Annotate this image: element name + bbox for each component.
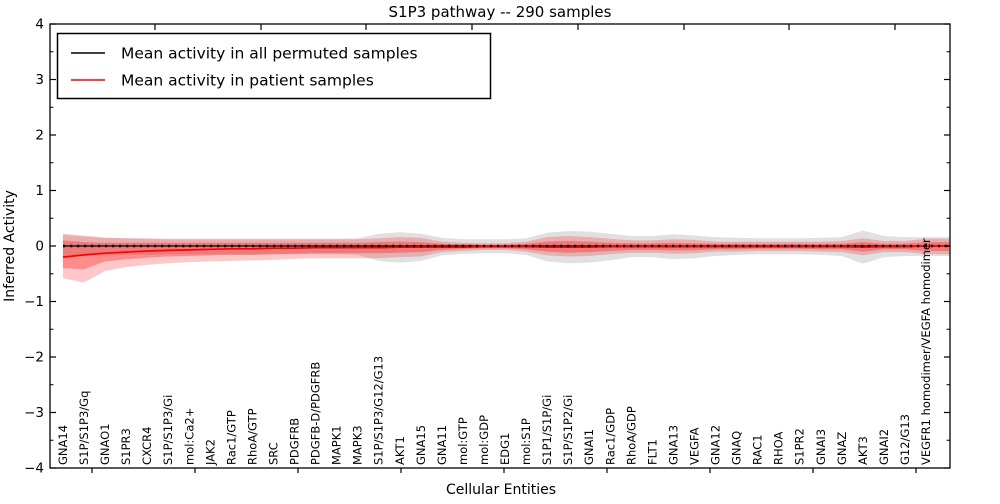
x-category-label: VEGFR1 homodimer/VEGFA homodimer xyxy=(919,238,933,465)
x-category-label: mol:S1P xyxy=(519,418,533,465)
legend-label-patient: Mean activity in patient samples xyxy=(121,72,374,90)
x-category-label: EDG1 xyxy=(498,433,512,465)
x-category-label: PDGFB-D/PDGFRB xyxy=(309,362,323,465)
legend: Mean activity in all permuted samples Me… xyxy=(56,32,492,100)
x-category-label: RhoA/GDP xyxy=(624,406,638,465)
x-category-label: S1PR3 xyxy=(119,428,133,465)
x-category-label: GNA14 xyxy=(56,425,70,465)
x-category-label: VEGFA xyxy=(688,427,702,465)
confidence-bands xyxy=(63,230,950,283)
y-tick-label: −3 xyxy=(24,405,44,421)
axis-ticks xyxy=(50,23,950,473)
x-category-label: S1PR2 xyxy=(793,428,807,465)
x-category-label: GNA11 xyxy=(435,425,449,465)
y-axis-label: Inferred Activity xyxy=(2,190,18,302)
chart-title: S1P3 pathway -- 290 samples xyxy=(389,3,612,21)
x-category-label: GNAI2 xyxy=(877,429,891,465)
x-category-label: S1P/S1P3/Gq xyxy=(77,391,91,465)
x-category-label: S1P/S1P3/Gi xyxy=(161,395,175,465)
x-category-label: GNAO1 xyxy=(98,423,112,465)
x-category-label: mol:Ca2+ xyxy=(182,408,196,465)
x-category-label: GNA15 xyxy=(414,425,428,465)
x-category-label: RHOA xyxy=(772,432,786,465)
x-category-label: FLT1 xyxy=(645,439,659,465)
x-category-labels: GNA14 S1P/S1P3/Gq GNAO1 S1PR3 CXCR4 S1P/S1P3/… xyxy=(56,238,933,466)
y-tick-label: 2 xyxy=(35,128,44,144)
x-category-label: S1P/S1P3/G12/G13 xyxy=(372,356,386,465)
x-category-label: Rac1/GDP xyxy=(603,408,617,465)
x-axis-label: Cellular Entities xyxy=(446,482,556,498)
y-tick-label: −4 xyxy=(24,461,44,477)
x-category-label: MAPK1 xyxy=(330,425,344,465)
x-category-label: GNAQ xyxy=(730,431,744,465)
y-tick-label: −2 xyxy=(24,350,44,366)
x-category-label: S1P1/S1P/Gi xyxy=(540,395,554,465)
x-category-label: RAC1 xyxy=(751,434,765,465)
x-category-label: CXCR4 xyxy=(140,427,154,465)
y-tick-label: 1 xyxy=(35,183,44,199)
y-tick-label: 3 xyxy=(35,72,44,88)
x-category-label: mol:GDP xyxy=(477,415,491,465)
x-category-label: S1P/S1P2/Gi xyxy=(561,395,575,465)
x-category-label: GNA12 xyxy=(709,425,723,465)
x-category-label: PDGFRB xyxy=(288,418,302,465)
x-category-label: SRC xyxy=(267,442,281,465)
legend-label-permuted: Mean activity in all permuted samples xyxy=(121,45,418,63)
x-category-label: MAPK3 xyxy=(351,425,365,465)
y-tick-label: 4 xyxy=(35,17,44,33)
y-tick-label: −1 xyxy=(24,294,44,310)
x-category-label: GNAI1 xyxy=(582,429,596,465)
legend-box xyxy=(56,32,492,100)
x-category-label: GNAI3 xyxy=(814,429,828,465)
y-tick-label: 0 xyxy=(35,239,44,255)
x-category-label: GNA13 xyxy=(666,425,680,465)
x-category-label: GNAZ xyxy=(835,432,849,465)
x-category-label: AKT1 xyxy=(393,436,407,465)
y-tick-labels: 4 3 2 1 0 −1 −2 −3 −4 xyxy=(24,17,44,477)
x-category-label: RhoA/GTP xyxy=(245,408,259,465)
x-category-label: Rac1/GTP xyxy=(224,410,238,465)
x-category-label: AKT3 xyxy=(856,436,870,465)
x-category-label: mol:GTP xyxy=(456,417,470,465)
x-category-label: G12/G13 xyxy=(898,414,912,465)
x-category-label: JAK2 xyxy=(203,439,217,466)
data-lines xyxy=(62,244,950,258)
